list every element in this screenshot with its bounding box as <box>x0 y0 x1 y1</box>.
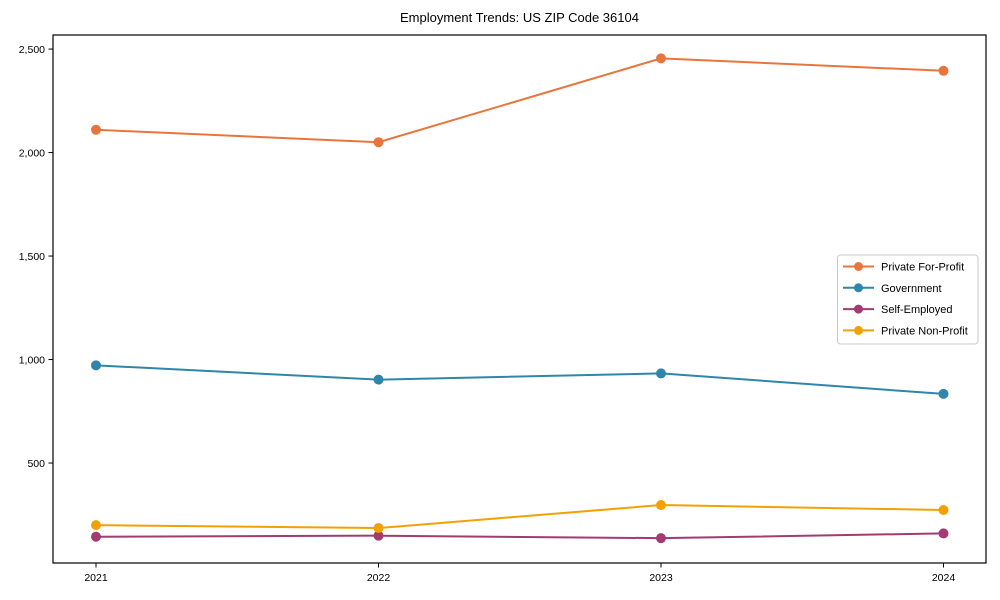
legend-item-label: Private Non-Profit <box>881 325 968 337</box>
data-point <box>938 388 949 399</box>
legend-item-label: Private For-Profit <box>881 262 964 274</box>
x-tick-label: 2022 <box>367 572 391 584</box>
x-tick-label: 2023 <box>649 572 673 584</box>
y-tick-label: 500 <box>27 458 45 470</box>
series-line-1 <box>95 364 944 395</box>
legend-marker-dot <box>854 304 863 314</box>
legend-item-label: Government <box>881 283 942 295</box>
data-point <box>373 523 384 534</box>
chart-title: Employment Trends: US ZIP Code 36104 <box>400 10 639 25</box>
data-point <box>938 505 949 516</box>
data-point <box>91 531 101 542</box>
x-tick-label: 2021 <box>84 572 108 584</box>
legend-marker-dot <box>854 283 863 293</box>
series-line-3 <box>95 504 944 530</box>
data-point <box>938 528 949 539</box>
data-point <box>656 533 666 544</box>
data-point <box>656 500 666 511</box>
data-point <box>656 53 666 64</box>
legend-marker-dot <box>854 325 863 335</box>
data-point <box>373 530 384 541</box>
y-tick-label: 1,000 <box>19 354 45 366</box>
data-point <box>373 374 384 385</box>
x-tick-label: 2024 <box>932 572 956 584</box>
data-point <box>91 520 101 531</box>
y-tick-label: 1,500 <box>19 251 45 263</box>
y-tick-label: 2,500 <box>19 44 45 56</box>
data-point <box>91 124 101 135</box>
data-point <box>656 368 666 379</box>
series-line-0 <box>95 57 944 144</box>
data-point <box>91 360 101 371</box>
data-point <box>938 65 949 76</box>
y-tick-label: 2,000 <box>19 147 45 159</box>
plot-frame <box>52 34 987 564</box>
legend-item-label: Self-Employed <box>881 304 953 316</box>
legend-marker-dot <box>854 262 863 271</box>
data-point <box>373 137 384 148</box>
legend-box <box>837 254 979 345</box>
series-line-2 <box>95 532 944 540</box>
